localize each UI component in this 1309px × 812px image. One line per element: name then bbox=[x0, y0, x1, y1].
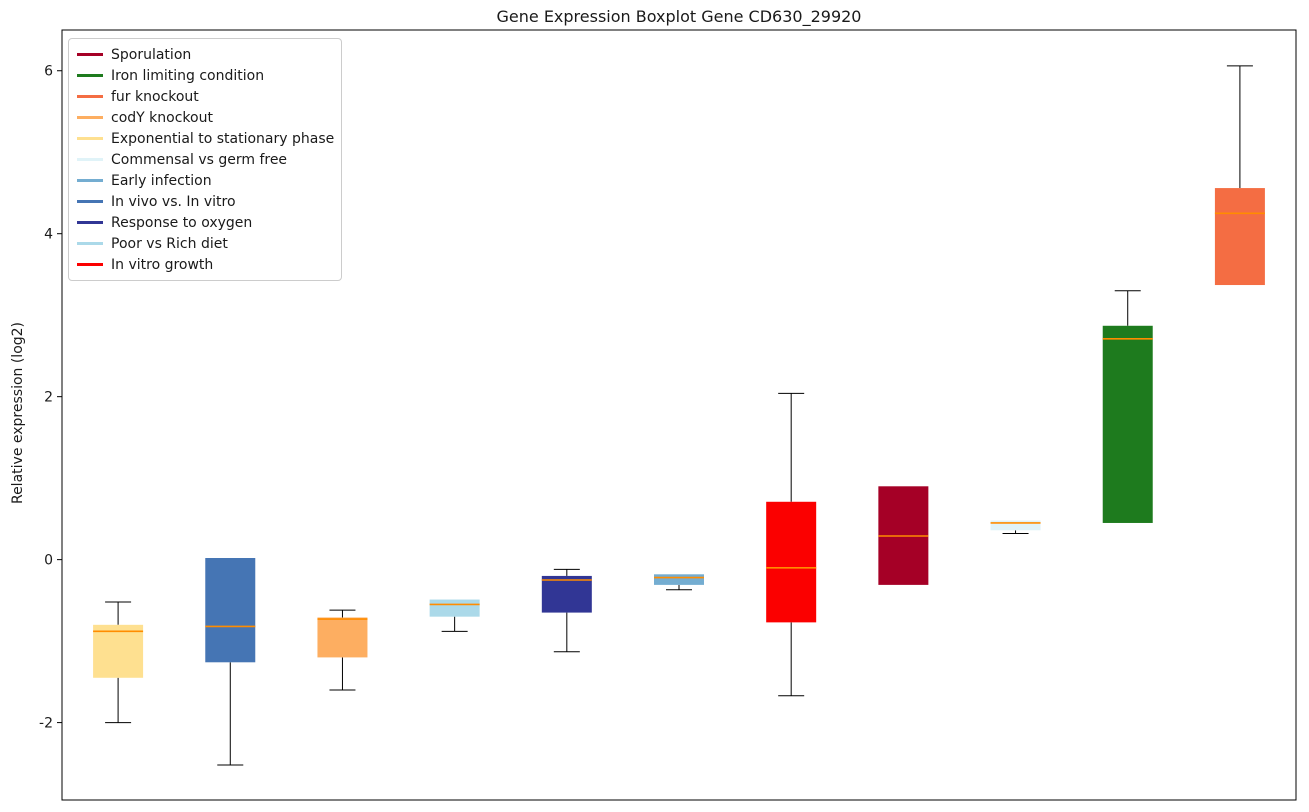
legend-label: Iron limiting condition bbox=[111, 67, 265, 84]
legend-label: Early infection bbox=[111, 172, 212, 189]
legend-color-swatch bbox=[77, 179, 103, 182]
legend-label: Response to oxygen bbox=[111, 214, 253, 231]
y-tick-label: 4 bbox=[44, 227, 53, 243]
legend-item-iron-limiting-condition: Iron limiting condition bbox=[77, 65, 333, 86]
box-poor-vs-rich-diet bbox=[429, 599, 480, 617]
y-tick-label: 0 bbox=[44, 553, 53, 569]
legend-label: Poor vs Rich diet bbox=[111, 235, 228, 252]
legend-color-swatch bbox=[77, 242, 103, 245]
box-fur-knockout bbox=[1214, 188, 1265, 286]
box-commensal-vs-germ-free bbox=[990, 520, 1041, 531]
legend-item-poor-vs-rich-diet: Poor vs Rich diet bbox=[77, 233, 333, 254]
y-tick-label: 2 bbox=[44, 390, 53, 406]
legend-color-swatch bbox=[77, 137, 103, 140]
legend-item-exponential-to-stationary-phase: Exponential to stationary phase bbox=[77, 128, 335, 149]
legend-label: In vitro growth bbox=[111, 256, 214, 273]
legend-item-early-infection: Early infection bbox=[77, 170, 333, 191]
legend-color-swatch bbox=[77, 53, 103, 56]
legend-item-in-vitro-growth: In vitro growth bbox=[77, 254, 333, 275]
legend-color-swatch bbox=[77, 221, 103, 224]
box-in-vivo-vs-in-vitro bbox=[205, 558, 256, 663]
legend-label: fur knockout bbox=[111, 88, 199, 105]
legend-color-swatch bbox=[77, 158, 103, 161]
legend-item-response-to-oxygen: Response to oxygen bbox=[77, 212, 333, 233]
box-cody-knockout bbox=[317, 617, 368, 658]
box-response-to-oxygen bbox=[541, 575, 592, 613]
legend-color-swatch bbox=[77, 200, 103, 203]
axes-frame bbox=[61, 29, 1297, 801]
box-iron-limiting-condition bbox=[1102, 325, 1153, 523]
legend-color-swatch bbox=[77, 116, 103, 119]
legend: Sporulation Iron limiting condition fur kn… bbox=[68, 38, 342, 281]
y-tick-label: -2 bbox=[39, 716, 53, 732]
legend-item-in-vivo-vs-in-vitro: In vivo vs. In vitro bbox=[77, 191, 333, 212]
legend-item-fur-knockout: fur knockout bbox=[77, 86, 333, 107]
legend-label: codY knockout bbox=[111, 109, 213, 126]
legend-color-swatch bbox=[77, 74, 103, 77]
box-in-vitro-growth bbox=[766, 501, 817, 623]
legend-label: In vivo vs. In vitro bbox=[111, 193, 236, 210]
chart-title: Gene Expression Boxplot Gene CD630_29920 bbox=[496, 7, 862, 26]
box-exponential-to-stationary-phase bbox=[93, 624, 144, 678]
legend-label: Exponential to stationary phase bbox=[111, 130, 335, 147]
y-tick-label: 6 bbox=[44, 64, 53, 80]
box-early-infection bbox=[654, 574, 704, 585]
legend-item-commensal-vs-germ-free: Commensal vs germ free bbox=[77, 149, 333, 170]
legend-item-sporulation: Sporulation bbox=[77, 44, 333, 65]
legend-label: Sporulation bbox=[111, 46, 192, 63]
legend-color-swatch bbox=[77, 263, 103, 266]
legend-color-swatch bbox=[77, 95, 103, 98]
legend-label: Commensal vs germ free bbox=[111, 151, 288, 168]
legend-item-cody-knockout: codY knockout bbox=[77, 107, 333, 128]
